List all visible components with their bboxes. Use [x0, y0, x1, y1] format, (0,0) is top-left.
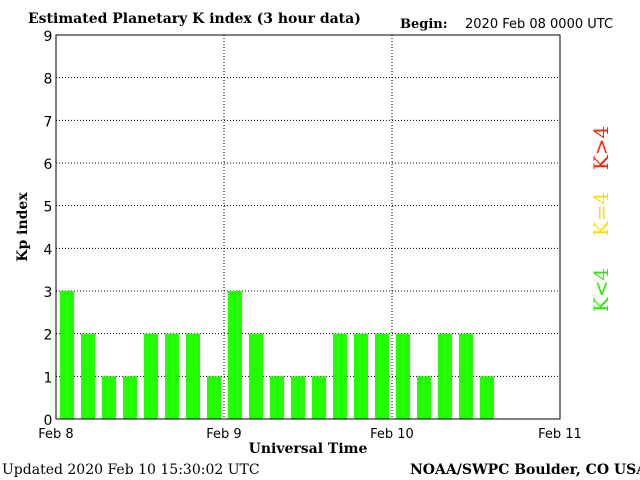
- legend-entry: K>4: [589, 126, 613, 170]
- y-tick-label: 7: [44, 114, 53, 130]
- kp-bar: [123, 376, 137, 419]
- kp-bar: [396, 333, 410, 419]
- y-tick-label: 5: [44, 200, 53, 216]
- kp-bar: [354, 333, 368, 419]
- begin-value: 2020 Feb 08 0000 UTC: [465, 17, 613, 32]
- y-tick-label: 1: [44, 370, 53, 386]
- begin-label: Begin:: [400, 17, 448, 32]
- agency-credit: NOAA/SWPC Boulder, CO USA: [410, 462, 640, 478]
- legend-entry: K<4: [589, 268, 613, 312]
- y-tick-label: 0: [44, 413, 53, 429]
- y-tick-label: 2: [44, 328, 53, 344]
- y-tick-label: 9: [44, 29, 53, 45]
- kp-bar: [459, 333, 473, 419]
- x-tick-label: Feb 9: [206, 427, 241, 442]
- kp-bar: [60, 291, 74, 419]
- kp-bar: [186, 333, 200, 419]
- x-tick-label: Feb 11: [538, 427, 582, 442]
- kp-bar: [333, 333, 347, 419]
- kp-bar: [207, 376, 221, 419]
- x-axis-label: Universal Time: [249, 441, 368, 457]
- updated-timestamp: Updated 2020 Feb 10 15:30:02 UTC: [2, 462, 260, 478]
- kp-legend: K<4 K=4 K>4: [589, 126, 613, 312]
- y-tick-label: 3: [44, 285, 53, 301]
- chart-title: Estimated Planetary K index (3 hour data…: [28, 11, 361, 27]
- y-tick-label: 6: [44, 157, 53, 173]
- kp-bar: [312, 376, 326, 419]
- kp-bar: [438, 333, 452, 419]
- kp-bar: [165, 333, 179, 419]
- x-tick-label: Feb 10: [370, 427, 414, 442]
- y-tick-labels: 0 1 2 3 4 5 6 7 8 9: [44, 29, 53, 429]
- plot-frame: [55, 34, 561, 420]
- y-tick-label: 8: [44, 72, 53, 88]
- legend-entry: K=4: [589, 192, 613, 236]
- kp-bar: [102, 376, 116, 419]
- grid-lines: [56, 35, 560, 419]
- kp-bar: [291, 376, 305, 419]
- kp-bar: [270, 376, 284, 419]
- kp-bar: [375, 333, 389, 419]
- kp-bar: [144, 333, 158, 419]
- y-tick-label: 4: [44, 242, 53, 258]
- kp-bar: [249, 333, 263, 419]
- kp-bar: [480, 376, 494, 419]
- bars-group: [60, 291, 494, 419]
- kp-bar: [81, 333, 95, 419]
- y-axis-label: Kp index: [15, 192, 31, 262]
- x-tick-label: Feb 8: [38, 427, 73, 442]
- kp-bar: [228, 291, 242, 419]
- x-tick-labels: Feb 8 Feb 9 Feb 10 Feb 11: [38, 427, 582, 442]
- kp-bar: [417, 376, 431, 419]
